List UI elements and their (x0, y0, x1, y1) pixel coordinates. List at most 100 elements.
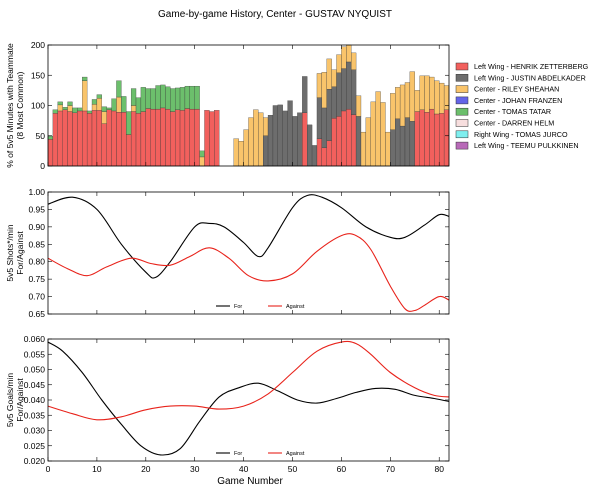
bar-segment (179, 110, 186, 167)
bar-segment (150, 88, 156, 110)
y-tick-label: 100 (31, 101, 45, 111)
bar-segment (346, 44, 352, 63)
bar-segment (351, 69, 357, 115)
bar-segment (248, 117, 254, 167)
legend-label: Left Wing - JUSTIN ABDELKADER (474, 73, 586, 82)
bar-segment (297, 112, 303, 167)
legend-swatch (455, 119, 469, 127)
bar-segment (91, 99, 98, 105)
bar-segment (86, 113, 93, 167)
legend-swatch (455, 107, 469, 116)
legend-swatch (455, 141, 469, 150)
bar-segment (165, 86, 171, 110)
bar-segment (86, 110, 93, 114)
legend-swatch (455, 74, 469, 82)
bar-segment (311, 145, 318, 167)
legend-label: Right Wing - TOMAS JURCO (474, 130, 568, 139)
bar-segment (67, 101, 73, 106)
bar-segment (409, 71, 415, 122)
bar-segment (82, 80, 88, 112)
bar-segment (101, 123, 107, 167)
bar-segment (439, 82, 445, 114)
bar-segment (150, 108, 156, 167)
bar-segment (130, 88, 137, 106)
y-axis-label: 5v5 Goals/min (5, 373, 15, 428)
bar-segment (390, 129, 396, 167)
bar-segment (380, 102, 386, 167)
bar-segment (321, 147, 327, 167)
bar-segment (258, 112, 264, 167)
bar-segment (174, 87, 181, 110)
bar-segment (96, 110, 102, 167)
legend: Left Wing - HENRIK ZETTERBERG Left Wing -… (455, 62, 589, 150)
bar-segment (439, 113, 445, 167)
bar-segment (302, 76, 308, 113)
series-line (47, 341, 450, 456)
bar-segment (72, 107, 78, 113)
bar-segment (238, 141, 244, 167)
plot-area (48, 192, 449, 314)
bar-segment (96, 98, 102, 111)
bar-segment (419, 109, 425, 167)
bar-segment (399, 84, 406, 127)
bar-segment (355, 95, 362, 117)
y-axis-label: (8 Most Common) (15, 71, 25, 139)
bar-segment (121, 96, 127, 113)
x-tick-label: 30 (190, 464, 200, 474)
y-tick-label: 0.050 (24, 365, 46, 375)
legend-swatch (455, 130, 469, 139)
bar-segment (272, 105, 278, 167)
bar-segment (189, 108, 195, 167)
plot-area (48, 339, 449, 461)
plot-frame (47, 191, 450, 315)
bar-segment (101, 111, 107, 124)
bar-segment (233, 138, 239, 167)
bar-segment (165, 108, 171, 167)
y-tick-label: 0.65 (28, 309, 45, 319)
bar-segment (170, 111, 176, 167)
bar-segment (199, 150, 205, 158)
y-axis-label: For/Against (15, 378, 25, 422)
bar-segment (130, 111, 137, 167)
bar-segment (385, 131, 391, 167)
series-line (47, 340, 450, 421)
bar-segment (130, 105, 137, 112)
x-axis-label: Game Number (217, 476, 283, 487)
bar-segment (390, 93, 396, 130)
y-tick-label: 1.00 (28, 187, 45, 197)
bar-segment (424, 75, 430, 113)
y-tick-label: 0.060 (24, 334, 46, 344)
bar-segment (414, 90, 420, 112)
bar-segment (135, 113, 142, 167)
bar-segment (116, 112, 122, 167)
bar-segment (419, 75, 425, 110)
bar-segment (336, 116, 342, 167)
bar-segment (316, 138, 322, 167)
legend-swatch (455, 96, 469, 105)
bar-segment (326, 89, 332, 141)
bar-segment (72, 112, 78, 167)
y-tick-label: 0.025 (24, 441, 46, 451)
y-tick-label: 0.85 (28, 239, 45, 249)
bar-segment (184, 85, 190, 109)
y-tick-label: 0.040 (24, 395, 46, 405)
legend-label: Center - TOMAS TATAR (474, 107, 551, 116)
bar-segment (331, 86, 337, 119)
bar-segment (77, 107, 83, 112)
bar-segment (67, 111, 73, 167)
bar-segment (57, 104, 63, 112)
bar-segment (57, 101, 63, 106)
bar-segment (336, 54, 342, 73)
bar-segment (111, 110, 117, 167)
bar-segment (341, 110, 347, 167)
y-tick-label: 0.030 (24, 426, 46, 436)
bar-segment (443, 109, 450, 167)
bar-segment (263, 135, 269, 167)
bar-segment (121, 112, 127, 167)
bar-segment (179, 87, 186, 111)
shots-per-min-chart: For Against 0.65 0.70 0.75 0.80 0.85 0.90 0.95 1.… (5, 187, 450, 319)
legend: For Against (216, 304, 305, 310)
bar-segment (140, 87, 146, 112)
x-tick-label: 20 (141, 464, 151, 474)
